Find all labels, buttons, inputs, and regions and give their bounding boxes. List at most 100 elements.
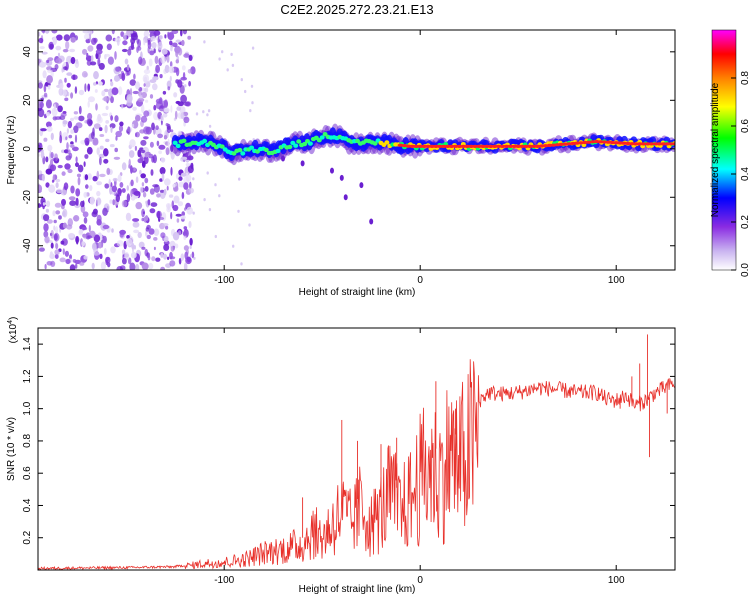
- signal-core: [307, 141, 313, 146]
- noise-speckle: [103, 148, 109, 157]
- snr-scale-exponent: 4: [7, 320, 14, 324]
- x-tick-label: 0: [417, 575, 423, 586]
- noise-speckle: [95, 52, 99, 59]
- noise-speckle: [109, 144, 115, 148]
- noise-speckle: [70, 92, 74, 99]
- noise-speckle: [165, 225, 169, 230]
- noise-speckle: [64, 77, 67, 83]
- noise-speckle: [53, 103, 56, 112]
- noise-speckle: [49, 253, 56, 259]
- noise-speckle: [105, 34, 113, 42]
- noise-speckle: [63, 62, 67, 67]
- signal-core: [275, 148, 281, 154]
- noise-speckle: [155, 125, 159, 131]
- noise-speckle: [141, 262, 149, 270]
- noise-speckle: [87, 112, 93, 121]
- noise-speckle: [54, 249, 60, 256]
- noise-speckle: [169, 61, 173, 68]
- signal-core: [372, 141, 378, 146]
- noise-speckle: [111, 185, 118, 193]
- noise-speckle: [66, 128, 69, 134]
- noise-speckle: [133, 191, 141, 196]
- y-tick-label: -20: [22, 190, 33, 205]
- noise-speckle: [181, 172, 187, 177]
- signal-core: [316, 138, 322, 143]
- noise-speckle: [155, 64, 161, 74]
- x-tick-label: -100: [214, 575, 234, 586]
- noise-speckle: [91, 262, 95, 270]
- noise-speckle: [119, 121, 124, 127]
- noise-speckle: [182, 30, 187, 35]
- noise-speckle: [132, 90, 139, 95]
- noise-speckle: [46, 126, 53, 132]
- noise-speckle: [92, 137, 99, 145]
- noise-speckle: [156, 210, 162, 219]
- noise-speckle: [64, 163, 71, 170]
- noise-speckle: [46, 75, 53, 84]
- noise-speckle: [45, 99, 52, 109]
- noise-speckle: [55, 178, 61, 183]
- noise-speckle: [144, 215, 149, 221]
- noise-speckle: [38, 82, 43, 89]
- noise-speckle: [90, 131, 95, 140]
- noise-speckle: [97, 81, 103, 86]
- noise-speckle: [83, 255, 89, 260]
- y-tick-label: 1.2: [22, 369, 33, 383]
- noise-speckle: [163, 235, 169, 243]
- noise-speckle: [186, 206, 193, 215]
- y-tick-label: 1.0: [22, 401, 33, 415]
- noise-speckle: [103, 95, 111, 102]
- noise-speckle: [138, 56, 143, 65]
- noise-speckle: [140, 139, 147, 146]
- noise-speckle: [172, 231, 180, 241]
- noise-speckle: [128, 257, 132, 265]
- noise-speckle: [111, 228, 114, 233]
- noise-speckle: [105, 256, 111, 264]
- noise-speckle: [129, 79, 136, 86]
- noise-speckle: [70, 56, 76, 65]
- noise-speckle: [62, 210, 66, 217]
- noise-speckle: [83, 161, 86, 168]
- noise-speckle: [61, 171, 66, 176]
- x-tick-label: 0: [417, 275, 423, 286]
- noise-speckle: [112, 177, 118, 182]
- noise-speckle: [152, 184, 159, 188]
- noise-speckle: [55, 243, 59, 250]
- noise-speckle: [74, 59, 80, 69]
- noise-speckle: [193, 256, 196, 260]
- noise-speckle: [135, 201, 143, 210]
- noise-speckle: [103, 88, 109, 93]
- noise-speckle: [155, 257, 161, 262]
- noise-speckle: [38, 153, 41, 157]
- colorbar-tick-label: 0.6: [740, 119, 750, 133]
- spectrogram-frame: [37, 29, 676, 271]
- noise-speckle: [185, 163, 191, 167]
- signal-core: [287, 144, 293, 150]
- noise-speckle: [177, 47, 183, 56]
- noise-speckle: [102, 207, 108, 216]
- noise-speckle: [186, 256, 191, 263]
- noise-speckle: [149, 50, 155, 56]
- noise-speckle: [55, 182, 59, 189]
- colorbar-tick-label: 0.4: [740, 167, 750, 181]
- y-tick-label: 0.4: [22, 498, 33, 512]
- signal-core: [296, 139, 302, 144]
- noise-speckle: [86, 146, 93, 155]
- noise-speckle: [175, 100, 181, 105]
- noise-speckle: [151, 156, 155, 163]
- noise-speckle: [178, 176, 183, 181]
- noise-speckle: [84, 174, 89, 181]
- noise-speckle: [93, 82, 97, 86]
- noise-speckle: [171, 200, 175, 209]
- noise-speckle: [167, 32, 175, 41]
- noise-speckle: [248, 223, 251, 227]
- noise-speckle: [75, 162, 79, 168]
- noise-speckle: [226, 68, 229, 72]
- noise-speckle: [181, 39, 185, 47]
- x-tick-label: -100: [214, 275, 234, 286]
- noise-speckle: [88, 96, 95, 103]
- noise-speckle: [111, 87, 119, 96]
- noise-speckle: [58, 215, 62, 220]
- noise-speckle: [140, 115, 148, 123]
- noise-speckle: [170, 245, 175, 252]
